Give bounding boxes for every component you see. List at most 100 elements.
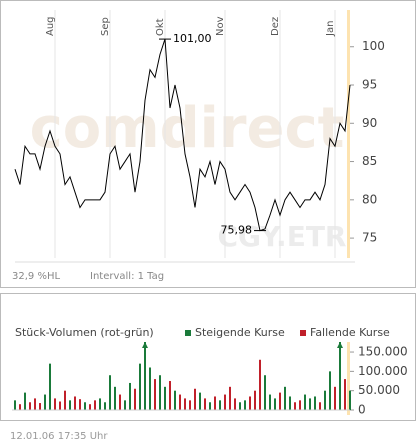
volume-bar — [199, 392, 201, 410]
x-tick-label: Okt — [155, 18, 166, 36]
volume-bar — [304, 394, 306, 410]
x-tick-label: Aug — [45, 16, 56, 36]
volume-title: Stück-Volumen (rot-grün) — [15, 326, 154, 339]
volume-bars — [14, 342, 351, 410]
volume-bar — [94, 400, 96, 410]
y-tick-label: 85 — [362, 154, 377, 168]
x-tick-label: Nov — [215, 16, 226, 36]
volume-bar — [244, 400, 246, 410]
volume-bar — [19, 404, 21, 410]
volume-bar — [324, 390, 326, 410]
volume-bar — [284, 386, 286, 410]
timestamp: 12.01.06 17:35 Uhr — [10, 431, 108, 442]
highlight-band — [347, 10, 350, 258]
volume-bar — [179, 394, 181, 410]
volume-bar — [229, 386, 231, 410]
volume-bar — [64, 390, 66, 410]
volume-bar — [209, 402, 211, 410]
y-tick-label: 75 — [362, 231, 377, 245]
range-label: 32,9 %HL — [12, 271, 60, 282]
volume-bar — [129, 382, 131, 410]
volume-bar — [84, 402, 86, 410]
volume-bar — [54, 398, 56, 410]
y-tick-label: 95 — [362, 78, 377, 92]
volume-bar — [109, 375, 111, 410]
volume-bar — [174, 390, 176, 410]
y-tick-label: 80 — [362, 192, 377, 206]
high-label: 101,00 — [173, 32, 212, 45]
volume-bar — [44, 394, 46, 410]
volume-bar — [89, 404, 91, 410]
volume-bar — [184, 398, 186, 410]
volume-bar — [154, 379, 156, 410]
volume-bar — [124, 400, 126, 410]
volume-bar — [269, 394, 271, 410]
volume-bar — [254, 390, 256, 410]
volume-bar — [289, 396, 291, 410]
volume-bar — [189, 400, 191, 410]
price-panel — [0, 0, 416, 288]
volume-bar — [139, 363, 141, 410]
volume-bar — [294, 402, 296, 410]
volume-bar — [134, 388, 136, 410]
volume-bar — [149, 367, 151, 410]
overflow-arrow — [142, 342, 148, 348]
y-tick-label: 50.000 — [358, 383, 400, 397]
watermark-symbol: CGY.ETR — [218, 220, 347, 253]
watermark: comdirect — [30, 96, 345, 161]
legend-swatch — [300, 330, 306, 336]
volume-bar — [29, 402, 31, 410]
y-tick-label: 100.000 — [358, 364, 408, 378]
volume-bar — [99, 398, 101, 410]
volume-bar — [214, 396, 216, 410]
legend-label: Fallende Kurse — [310, 326, 390, 339]
volume-bar — [24, 392, 26, 410]
volume-bar — [49, 363, 51, 410]
volume-bar — [344, 379, 346, 410]
volume-bar — [264, 375, 266, 410]
volume-bar — [219, 400, 221, 410]
volume-bar — [39, 403, 41, 410]
price-line — [14, 38, 351, 232]
volume-bar — [159, 375, 161, 410]
volume-bar — [239, 402, 241, 410]
x-tick-label: Dez — [270, 17, 281, 36]
legend-swatch — [185, 330, 191, 336]
legend-label: Steigende Kurse — [195, 326, 285, 339]
y-tick-label: 0 — [358, 403, 366, 417]
volume-bar — [119, 394, 121, 410]
volume-bar — [309, 398, 311, 410]
volume-bar — [14, 400, 16, 410]
volume-bar — [104, 402, 106, 410]
volume-bar — [69, 400, 71, 410]
volume-bar — [329, 371, 331, 410]
y-tick-label: 100 — [362, 39, 385, 53]
interval-label: Intervall: 1 Tag — [90, 271, 164, 282]
volume-bar — [144, 342, 146, 410]
low-label: 75,98 — [221, 224, 253, 237]
volume-bar — [319, 402, 321, 410]
volume-bar — [234, 398, 236, 410]
volume-bar — [224, 394, 226, 410]
volume-bar — [34, 398, 36, 410]
volume-bar — [59, 401, 61, 410]
volume-bar — [74, 396, 76, 410]
volume-bar — [339, 342, 341, 410]
x-tick-label: Sep — [100, 17, 111, 36]
volume-bar — [334, 386, 336, 410]
volume-bar — [279, 392, 281, 410]
x-tick-label: Jan — [325, 21, 336, 37]
volume-bar — [299, 400, 301, 410]
volume-bar — [79, 399, 81, 410]
volume-bar — [249, 396, 251, 410]
volume-bar — [169, 381, 171, 410]
overflow-arrow — [337, 342, 343, 348]
y-tick-label: 150.000 — [358, 345, 408, 359]
volume-bar — [194, 388, 196, 410]
volume-panel — [0, 293, 416, 421]
volume-bar — [164, 386, 166, 410]
highlight-band — [347, 342, 350, 415]
volume-bar — [204, 398, 206, 410]
volume-bar — [114, 386, 116, 410]
